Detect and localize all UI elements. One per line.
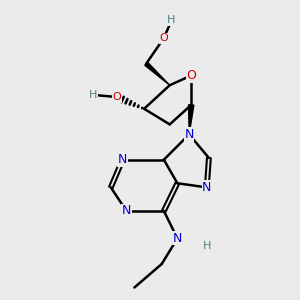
Text: O: O (112, 92, 121, 102)
Text: H: H (89, 90, 98, 100)
Text: N: N (173, 232, 182, 245)
Text: H: H (167, 15, 176, 26)
Text: O: O (160, 33, 168, 43)
Polygon shape (189, 105, 194, 134)
Text: N: N (118, 153, 127, 166)
Text: N: N (184, 128, 194, 141)
Text: O: O (186, 69, 196, 82)
Text: N: N (122, 205, 131, 218)
Text: H: H (202, 241, 211, 251)
Text: N: N (202, 181, 212, 194)
Polygon shape (145, 62, 170, 85)
